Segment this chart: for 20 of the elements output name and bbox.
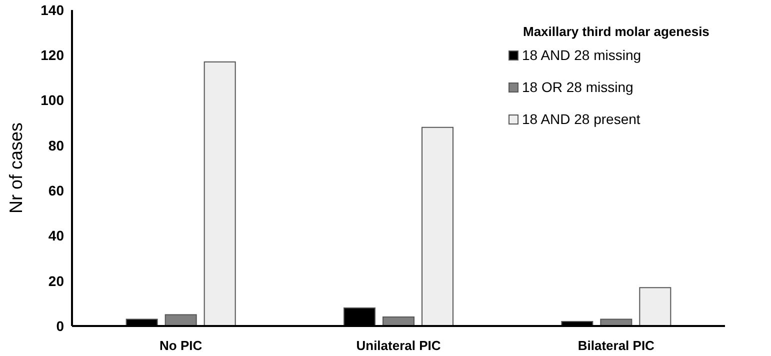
y-tick-label: 60 — [48, 182, 64, 198]
y-axis-title: Nr of cases — [6, 122, 26, 214]
legend-label: 18 AND 28 missing — [522, 47, 642, 63]
bar — [164, 314, 197, 326]
legend-label: 18 AND 28 present — [522, 111, 640, 127]
y-tick-label: 20 — [48, 272, 64, 289]
legend-title: Maxillary third molar agenesis — [523, 24, 710, 39]
x-tick-label: Bilateral PIC — [578, 338, 656, 353]
bar — [639, 287, 672, 326]
y-tick-label: 120 — [40, 47, 64, 64]
x-tick-label: Unilateral PIC — [356, 338, 442, 353]
x-tick-label: No PIC — [160, 338, 203, 353]
bar — [204, 61, 236, 326]
y-tick-label: 140 — [40, 2, 64, 18]
legend-label: 18 OR 28 missing — [522, 79, 634, 95]
y-tick-label: 100 — [40, 92, 64, 108]
y-tick-label: 80 — [48, 137, 64, 154]
y-tick-label: 40 — [48, 228, 64, 244]
y-tick-label: 0 — [56, 318, 64, 334]
bar — [422, 126, 454, 326]
